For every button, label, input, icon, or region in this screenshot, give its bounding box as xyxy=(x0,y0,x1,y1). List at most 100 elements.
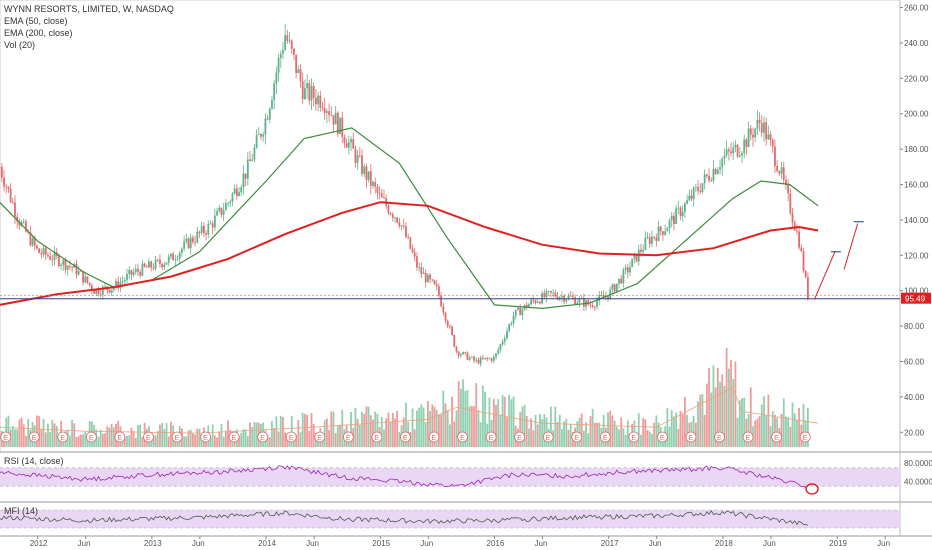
volume-bar xyxy=(767,394,770,447)
volume-bar xyxy=(756,418,759,447)
volume-bar xyxy=(82,434,84,447)
price-pane[interactable] xyxy=(0,0,932,537)
candle-body xyxy=(499,344,502,350)
candle-body xyxy=(53,252,56,261)
volume-bar xyxy=(716,367,719,447)
candle-body xyxy=(253,147,256,160)
candle-body xyxy=(235,188,238,196)
volume-bar xyxy=(365,406,368,447)
volume-bar xyxy=(609,410,612,447)
candle-body xyxy=(240,187,243,193)
volume-bar xyxy=(299,432,302,447)
volume-bar xyxy=(727,368,730,447)
candle-body xyxy=(402,225,405,227)
earnings-marker xyxy=(143,431,154,443)
volume-bar xyxy=(36,415,38,447)
volume-bar xyxy=(110,423,113,447)
candle-body xyxy=(22,221,25,223)
volume-bar xyxy=(582,430,585,447)
candle-body xyxy=(800,247,803,252)
volume-bar xyxy=(466,389,469,447)
volume-bar xyxy=(44,432,47,447)
rsi-label: RSI (14, close) xyxy=(4,456,64,466)
date-tick-label: Jun xyxy=(535,539,548,548)
earnings-marker-letter: E xyxy=(489,435,494,442)
candle-body xyxy=(734,144,737,148)
volume-bar xyxy=(369,415,372,447)
volume-bar xyxy=(222,436,225,447)
candle-body xyxy=(271,99,273,109)
volume-bar xyxy=(543,414,546,447)
candle-body xyxy=(93,290,95,294)
candle-body xyxy=(79,270,82,272)
volume-bar xyxy=(703,414,706,447)
candle-body xyxy=(675,208,678,224)
candle-body xyxy=(703,174,706,184)
volume-bar xyxy=(53,423,56,447)
volume-bar xyxy=(741,398,743,447)
candle-body xyxy=(407,237,410,238)
candle-body xyxy=(268,108,271,120)
volume-bar xyxy=(387,412,390,447)
earnings-marker xyxy=(428,431,440,443)
volume-bar xyxy=(506,417,508,447)
volume-bar xyxy=(77,435,80,447)
candle-body xyxy=(95,289,98,294)
volume-bar xyxy=(16,429,19,447)
candle-body xyxy=(611,284,614,290)
volume-bar xyxy=(701,393,704,447)
earnings-marker xyxy=(742,431,754,443)
volume-bar xyxy=(185,436,188,447)
volume-bar xyxy=(760,404,763,447)
date-tick-label: Jun xyxy=(877,539,890,548)
candle-body xyxy=(0,166,3,178)
volume-bar xyxy=(51,419,54,447)
earnings-marker-letter: E xyxy=(203,435,208,442)
candle-body xyxy=(255,135,258,148)
volume-bar xyxy=(198,428,201,447)
volume-bar xyxy=(170,421,172,447)
volume-bar xyxy=(521,406,524,447)
volume-bar xyxy=(394,418,396,447)
candle-body xyxy=(367,171,370,180)
candle-body xyxy=(42,248,45,255)
candle-body xyxy=(238,192,240,196)
volume-bar xyxy=(183,436,186,447)
volume-bar xyxy=(712,365,715,447)
volume-bar xyxy=(431,404,434,447)
candle-body xyxy=(137,268,139,272)
earnings-marker xyxy=(799,431,811,443)
mfi-pane[interactable] xyxy=(0,509,900,529)
volume-bar xyxy=(455,410,458,447)
volume-bar xyxy=(433,406,436,447)
candle-body xyxy=(560,296,563,298)
volume-bar xyxy=(666,407,669,447)
date-tick-label: Jun xyxy=(763,539,776,548)
candle-body xyxy=(266,118,269,120)
candle-body xyxy=(3,177,5,187)
rsi-pane[interactable]: 80.0000 40.0000 xyxy=(0,459,932,495)
volume-bar xyxy=(754,420,757,447)
candle-body xyxy=(365,166,368,180)
candle-body xyxy=(578,298,581,303)
candle-body xyxy=(501,341,504,345)
candle-body xyxy=(380,193,383,198)
candle-body xyxy=(475,359,478,361)
candle-body xyxy=(629,267,631,273)
volume-bar xyxy=(732,379,735,447)
volume-bar xyxy=(227,420,229,447)
candle-body xyxy=(7,186,10,189)
earnings-marker xyxy=(714,431,725,443)
rsi-tick-label: 40.0000 xyxy=(904,478,932,487)
candle-body xyxy=(387,205,390,214)
candle-body xyxy=(679,207,682,217)
candle-body xyxy=(308,83,311,101)
candle-body xyxy=(677,207,680,209)
candle-body xyxy=(587,300,590,305)
candle-body xyxy=(723,155,726,159)
candle-body xyxy=(315,97,317,105)
volume-bars xyxy=(0,348,819,447)
earnings-marker-letter: E xyxy=(774,435,779,442)
